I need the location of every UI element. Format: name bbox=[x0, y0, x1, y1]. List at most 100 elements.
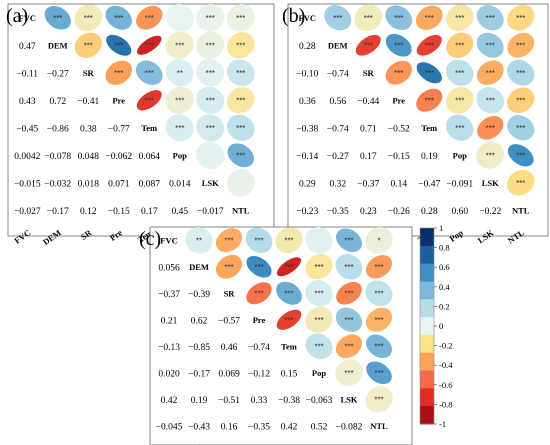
diagonal-label: LSK bbox=[482, 178, 499, 188]
colorbar-segment bbox=[420, 406, 434, 425]
significance-label: *** bbox=[344, 316, 353, 325]
significance-label: *** bbox=[333, 14, 342, 23]
correlation-ellipse bbox=[74, 32, 102, 58]
coefficient-label: 0.069 bbox=[218, 369, 240, 379]
coefficient-label: −0.027 bbox=[14, 207, 41, 217]
correlation-ellipse bbox=[507, 144, 534, 167]
correlation-ellipse bbox=[365, 386, 393, 413]
coefficient-label: −0.017 bbox=[197, 207, 224, 217]
coefficient-label: −0.045 bbox=[156, 422, 183, 432]
correlation-ellipse bbox=[415, 5, 443, 30]
coefficient-label: 0.018 bbox=[78, 179, 100, 189]
coefficient-label: 0.12 bbox=[80, 207, 97, 217]
significance-label: *** bbox=[486, 151, 495, 160]
significance-label: *** bbox=[236, 14, 245, 23]
significance-label: *** bbox=[344, 369, 353, 378]
colorbar-tick-label: -0.6 bbox=[439, 380, 452, 390]
significance-label: *** bbox=[236, 69, 245, 78]
correlation-ellipse bbox=[276, 257, 302, 277]
coefficient-label: 0.42 bbox=[161, 396, 178, 406]
coefficient-label: −0.14 bbox=[296, 152, 318, 162]
coefficient-label: 0.014 bbox=[169, 179, 191, 189]
coefficient-label: 0.056 bbox=[158, 263, 180, 273]
correlation-ellipse bbox=[215, 228, 243, 253]
diagonal-label: SR bbox=[224, 288, 236, 298]
correlation-ellipse bbox=[196, 141, 225, 170]
significance-label: *** bbox=[374, 369, 383, 378]
coefficient-label: 0.52 bbox=[311, 422, 328, 432]
significance-label: *** bbox=[374, 395, 383, 404]
coefficient-label: −0.27 bbox=[327, 152, 349, 162]
correlation-ellipse bbox=[165, 3, 194, 32]
correlation-ellipse bbox=[476, 5, 504, 31]
coefficient-label: 0.17 bbox=[360, 152, 377, 162]
coefficient-label: 0.42 bbox=[281, 422, 298, 432]
correlation-ellipse bbox=[385, 5, 413, 31]
correlation-ellipse bbox=[507, 169, 535, 196]
significance-label: *** bbox=[175, 96, 184, 105]
correlation-ellipse bbox=[477, 115, 504, 140]
coefficient-label: −0.57 bbox=[218, 316, 240, 326]
significance-label: *** bbox=[206, 124, 215, 133]
correlation-ellipse bbox=[226, 87, 255, 114]
significance-label: *** bbox=[455, 96, 464, 105]
significance-label: ** bbox=[196, 236, 202, 245]
coefficient-label: −0.078 bbox=[44, 152, 71, 162]
coefficient-label: 0.15 bbox=[281, 369, 298, 379]
coefficient-label: 0.087 bbox=[139, 179, 161, 189]
correlation-ellipse bbox=[185, 226, 213, 254]
diagonal-label: FVC bbox=[160, 235, 177, 245]
correlation-ellipse bbox=[336, 228, 362, 252]
significance-label: *** bbox=[516, 41, 525, 50]
correlation-ellipse bbox=[335, 254, 363, 280]
significance-label: *** bbox=[455, 69, 464, 78]
coefficient-label: −0.082 bbox=[336, 422, 363, 432]
significance-label: *** bbox=[516, 151, 525, 160]
correlation-ellipse bbox=[507, 59, 535, 86]
coefficient-label: −0.86 bbox=[47, 124, 69, 134]
correlation-ellipse bbox=[226, 32, 255, 59]
correlation-ellipse bbox=[105, 5, 132, 30]
correlation-ellipse bbox=[276, 309, 302, 330]
coefficient-label: 0.62 bbox=[191, 316, 208, 326]
correlation-ellipse bbox=[226, 114, 255, 141]
panel-label: (b) bbox=[282, 5, 305, 27]
coefficient-label: −0.22 bbox=[479, 207, 501, 217]
panel-a: (a)FVC *** *** *** *** *** ***0.47 DEM *** *** ***… bbox=[6, 3, 275, 247]
significance-label: *** bbox=[455, 124, 464, 133]
correlation-ellipse bbox=[196, 114, 225, 142]
panel-label: (c) bbox=[139, 228, 161, 250]
coefficient-label: 0.17 bbox=[141, 207, 158, 217]
correlation-ellipse bbox=[276, 281, 302, 305]
colorbar-segment bbox=[420, 317, 434, 336]
coefficient-label: −0.38 bbox=[278, 396, 300, 406]
significance-label: *** bbox=[254, 263, 263, 272]
significance-label: *** bbox=[236, 151, 245, 160]
axis-label: Pre bbox=[248, 442, 264, 445]
coefficient-label: 0.21 bbox=[161, 316, 178, 326]
correlation-ellipse bbox=[305, 226, 333, 254]
coefficient-label: −0.77 bbox=[108, 124, 130, 134]
colorbar-segment bbox=[420, 228, 434, 247]
coefficient-label: 0.38 bbox=[80, 124, 97, 134]
significance-label: *** bbox=[374, 316, 383, 325]
significance-label: *** bbox=[486, 124, 495, 133]
coefficient-label: −0.12 bbox=[248, 369, 270, 379]
significance-label: *** bbox=[425, 69, 434, 78]
significance-label: *** bbox=[254, 236, 263, 245]
coefficient-label: 0.60 bbox=[451, 207, 468, 217]
significance-label: *** bbox=[145, 41, 154, 50]
significance-label: *** bbox=[394, 41, 403, 50]
coefficient-label: −0.10 bbox=[296, 69, 318, 79]
correlation-ellipse bbox=[226, 168, 255, 197]
coefficient-label: 0.14 bbox=[390, 179, 407, 189]
correlation-ellipse bbox=[165, 86, 194, 114]
panel-frame bbox=[287, 3, 549, 237]
correlation-ellipse bbox=[355, 34, 381, 56]
significance-label: *** bbox=[516, 124, 525, 133]
significance-label: *** bbox=[486, 14, 495, 23]
colorbar-segment bbox=[420, 334, 434, 354]
correlation-ellipse bbox=[445, 87, 474, 114]
significance-label: *** bbox=[486, 69, 495, 78]
